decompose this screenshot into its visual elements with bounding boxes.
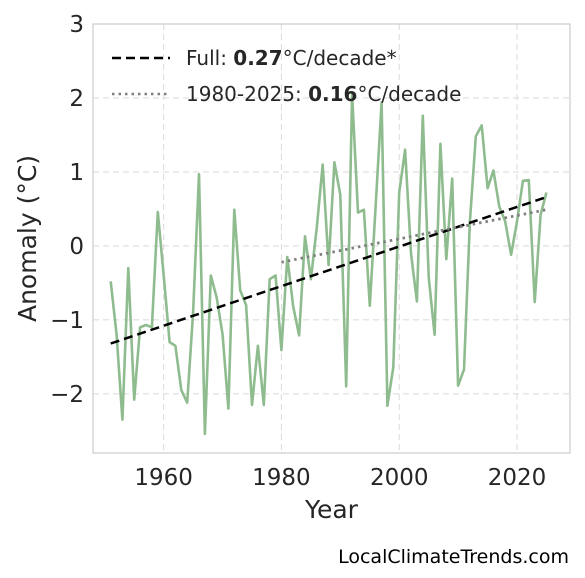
plot-frame: [92, 23, 571, 454]
grid-lines: [93, 23, 570, 453]
x-tick-label: 2020: [488, 465, 547, 491]
legend-label-full: Full: 0.27°C/decade*: [186, 46, 397, 70]
legend-label-recent: 1980-2025: 0.16°C/decade: [186, 82, 461, 106]
y-axis-title: Anomaly (°C): [13, 155, 42, 322]
y-tick-label: 2: [69, 86, 84, 112]
legend: Full: 0.27°C/decade* 1980-2025: 0.16°C/d…: [112, 46, 461, 106]
anomaly-series-line: [109, 93, 548, 436]
y-tick-label: −2: [50, 382, 84, 408]
series-layer: [109, 93, 548, 436]
x-tick-label: 2000: [370, 465, 429, 491]
y-tick-label: 3: [69, 12, 84, 38]
plot-background: [93, 24, 570, 453]
y-tick-label: 0: [69, 234, 84, 260]
x-tick-label: 1980: [252, 465, 311, 491]
site-credit: LocalClimateTrends.com: [338, 546, 569, 568]
y-tick-label: 1: [69, 160, 84, 186]
full-trend-line: [110, 195, 547, 345]
x-tick-label: 1960: [134, 465, 193, 491]
y-tick-label: −1: [50, 308, 84, 334]
tick-labels: 1960 1980 2000 2020 −2 −1 0 1 2 3: [50, 12, 546, 491]
x-axis-title: Year: [304, 495, 359, 524]
